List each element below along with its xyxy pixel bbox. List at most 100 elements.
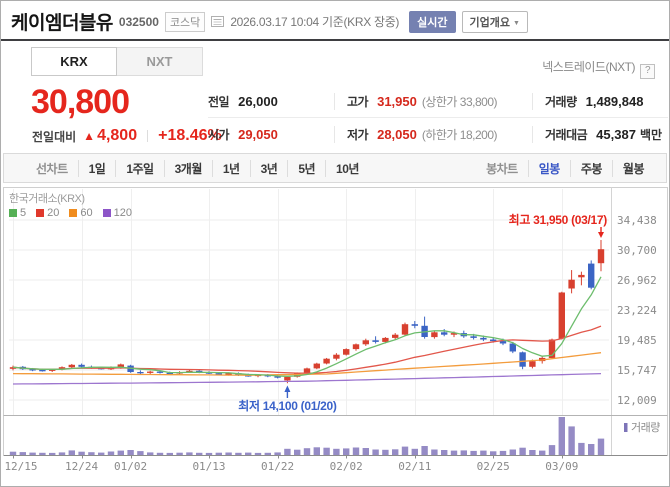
svg-text:12,009: 12,009 — [617, 394, 657, 407]
volume-label-group: 거래량 — [624, 421, 661, 434]
ma-period-label: 20 — [47, 207, 60, 219]
stat-label: 고가 — [347, 94, 369, 109]
ma-swatch-icon — [36, 209, 45, 217]
stat-label: 시가 — [208, 127, 230, 142]
candle-option-0[interactable]: 일봉 — [527, 159, 570, 177]
period-option-1[interactable]: 1주일 — [115, 159, 163, 177]
line-chart-button[interactable]: 선차트 — [36, 161, 68, 176]
period-option-3[interactable]: 1년 — [211, 159, 250, 177]
stat-value: 28,050 — [377, 126, 417, 142]
stat-high: 고가 31,950 (상한가 33,800) — [334, 92, 532, 110]
stat-limit-note: (상한가 33,800) — [421, 94, 498, 109]
svg-text:02/02: 02/02 — [330, 460, 363, 473]
period-option-6[interactable]: 10년 — [325, 159, 369, 177]
svg-text:12/15: 12/15 — [4, 460, 37, 473]
tab-nxt[interactable]: NXT — [117, 47, 203, 76]
ma-period-label: 120 — [113, 207, 132, 219]
ma-legend-item: 60 — [69, 207, 93, 219]
svg-text:23,224: 23,224 — [617, 304, 657, 317]
candles-layer — [9, 239, 605, 384]
current-price: 30,800 — [31, 83, 130, 121]
header: 케이엠더블유 032500 코스닥 2026.03.17 10:04 기준(KR… — [11, 8, 663, 35]
stat-value: 26,000 — [238, 93, 278, 109]
period-option-2[interactable]: 3개월 — [163, 159, 212, 177]
chart-legend: 한국거래소(KRX) 5 20 60 120 — [9, 190, 142, 219]
ma-swatch-icon — [69, 209, 78, 217]
ma-lines-layer — [12, 276, 602, 385]
stat-value: 45,387 — [596, 126, 636, 142]
stat-label: 저가 — [347, 127, 369, 142]
candle-options-group: 봉차트 일봉 주봉 월봉 — [476, 159, 654, 177]
quote-timestamp: 2026.03.17 10:04 기준(KRX 장중) — [230, 15, 400, 29]
nxt-link[interactable]: 넥스트레이드(NXT)? — [542, 58, 655, 79]
stat-low: 저가 28,050 (하한가 18,200) — [334, 125, 532, 143]
stat-trade-value: 거래대금 45,387 백만 — [532, 125, 668, 143]
market-badge: 코스닥 — [164, 11, 206, 32]
stat-label: 거래대금 — [545, 127, 588, 142]
nxt-link-label: 넥스트레이드(NXT) — [542, 60, 635, 74]
svg-text:최고 31,950 (03/17): 최고 31,950 (03/17) — [509, 212, 608, 227]
svg-text:01/13: 01/13 — [192, 460, 225, 473]
svg-text:34,438: 34,438 — [617, 214, 657, 227]
tab-krx[interactable]: KRX — [31, 47, 117, 76]
company-overview-label: 기업개요 — [469, 16, 510, 29]
svg-text:02/25: 02/25 — [477, 460, 510, 473]
stat-value: 1,489,848 — [585, 93, 644, 109]
svg-text:26,962: 26,962 — [617, 274, 657, 287]
ma-swatch-icon — [102, 209, 111, 217]
stock-name: 케이엠더블유 — [11, 13, 113, 34]
stat-volume: 거래량 1,489,848 — [532, 92, 668, 110]
candle-option-2[interactable]: 월봉 — [611, 159, 654, 177]
stat-label: 전일 — [208, 94, 230, 109]
svg-text:01/22: 01/22 — [261, 460, 294, 473]
period-option-5[interactable]: 5년 — [287, 159, 325, 177]
chart-area: 34,438 30,700 26,962 23,224 19,485 15,747 12,0… — [1, 187, 669, 486]
change-value: 4,800 — [97, 127, 138, 144]
ma-legend-item: 120 — [102, 207, 132, 219]
svg-text:15,747: 15,747 — [617, 364, 657, 377]
caret-down-icon: ▼ — [513, 19, 520, 27]
ma-period-label: 60 — [80, 207, 93, 219]
stat-prev-close: 전일 26,000 — [208, 93, 334, 110]
svg-text:최저 14,100 (01/20): 최저 14,100 (01/20) — [238, 398, 337, 413]
stat-open: 시가 29,050 — [208, 126, 334, 143]
volume-bar-icon — [624, 423, 628, 432]
ma-legend-item: 20 — [36, 207, 59, 219]
stat-value: 31,950 — [377, 93, 417, 109]
ma-swatch-icon — [9, 209, 17, 217]
svg-text:12/24: 12/24 — [65, 460, 98, 473]
divider — [147, 130, 149, 142]
candle-option-1[interactable]: 주봉 — [569, 159, 612, 177]
realtime-badge: 실시간 — [409, 10, 456, 33]
svg-text:02/11: 02/11 — [398, 460, 431, 473]
stat-label: 거래량 — [545, 94, 577, 109]
svg-text:19,485: 19,485 — [617, 334, 657, 347]
volume-layer — [9, 417, 605, 455]
change-label: 전일대비 — [32, 129, 77, 144]
ma-legend: 5 20 60 120 — [9, 207, 142, 219]
price-stats-table: 전일 26,000 고가 31,950 (상한가 33,800) 거래량 1,489,848… — [208, 85, 668, 150]
company-overview-button[interactable]: 기업개요 ▼ — [461, 10, 528, 33]
up-arrow-icon: ▲ — [83, 129, 96, 143]
axis-layer: 34,438 30,700 26,962 23,224 19,485 15,747 12,0… — [4, 214, 657, 473]
exchange-label: 한국거래소(KRX) — [9, 193, 85, 205]
ma-period-label: 5 — [20, 207, 27, 219]
stats-row: 전일 26,000 고가 31,950 (상한가 33,800) 거래량 1,489,848 — [208, 85, 668, 118]
stat-value: 29,050 — [238, 126, 278, 142]
period-option-4[interactable]: 3년 — [249, 159, 288, 177]
svg-text:30,700: 30,700 — [617, 244, 657, 257]
price-chart: 34,438 30,700 26,962 23,224 19,485 15,747 12,0… — [3, 187, 668, 473]
stat-unit: 백만 — [639, 127, 663, 142]
candle-chart-button[interactable]: 봉차트 — [486, 161, 518, 176]
period-option-0[interactable]: 1일 — [77, 159, 116, 177]
svg-text:거래량: 거래량 — [631, 421, 660, 434]
border-layer — [3, 187, 668, 456]
period-options-group: 선차트 1일 1주일 3개월 1년 3년 5년 10년 — [26, 159, 369, 177]
stock-report-icon — [211, 15, 225, 28]
chart-toolbar: 선차트 1일 1주일 3개월 1년 3년 5년 10년 봉차트 일봉 주봉 월봉 — [3, 153, 667, 183]
help-icon[interactable]: ? — [640, 64, 655, 79]
annotations-layer: 최고 31,950 (03/17) 최저 14,100 (01/20) — [238, 212, 607, 413]
ma-legend-item: 5 — [9, 207, 26, 219]
stock-code: 032500 — [118, 14, 159, 29]
